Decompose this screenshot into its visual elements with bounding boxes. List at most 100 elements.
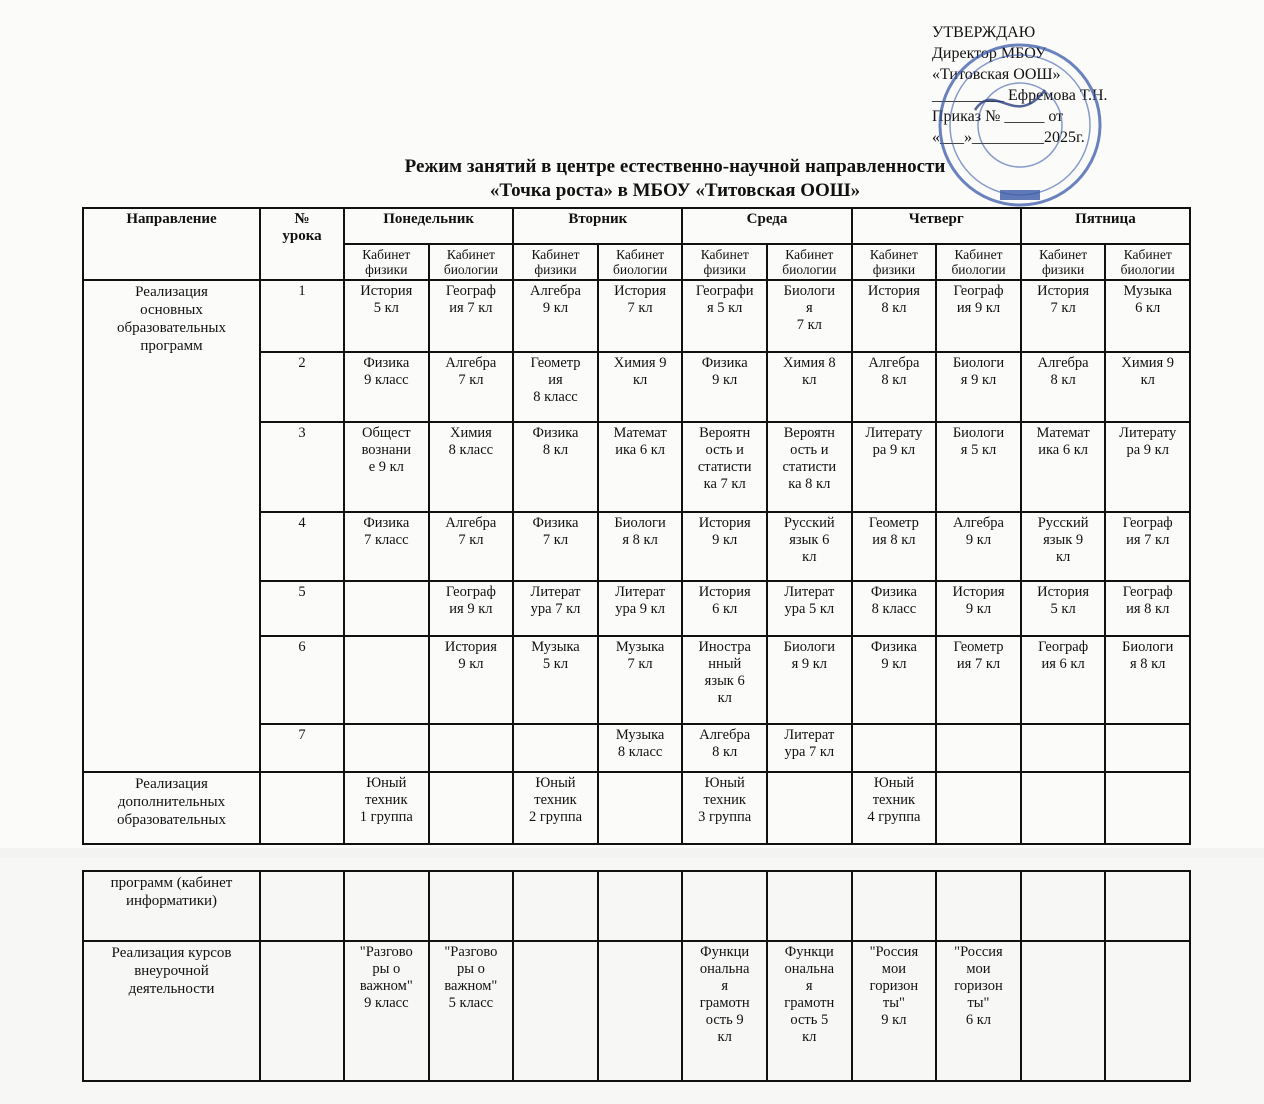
schedule-cell: Биологи я 9 кл [766,635,853,725]
approval-heading: УТВЕРЖДАЮ [932,24,1036,41]
header-day: Понедельник [342,207,515,245]
schedule-cell: Физика 9 кл [850,635,938,725]
header-day: Четверг [850,207,1022,245]
header-room-physics: Кабинет физики [1019,243,1107,281]
header-room-physics: Кабинет физики [343,243,430,281]
schedule-cell: Химия 9 кл [596,351,684,423]
schedule-cell [512,870,599,942]
schedule-cell [1104,723,1191,773]
lesson-number: 7 [259,723,345,773]
header-direction: Направление [82,207,261,281]
schedule-cell: История 5 кл [1019,580,1107,637]
direction-label: Реализация курсов внеурочной деятельност… [82,940,261,1082]
schedule-cell: Физика 7 кл [512,511,599,582]
lesson-number [259,940,345,1082]
schedule-cell [596,771,684,845]
additional-programs-row: Реализация дополнительных образовательны… [82,771,1191,845]
schedule-cell: Литерату ра 9 кл [850,421,938,513]
schedule-cell: Литерат ура 7 кл [766,723,853,773]
schedule-cell: Биологи я 8 кл [596,511,684,582]
lesson-number [259,870,345,942]
schedule-cell [343,635,430,725]
schedule-cell: Географ ия 9 кл [427,580,515,637]
schedule-cell: Математ ика 6 кл [1019,421,1107,513]
schedule-cell [596,940,684,1082]
schedule-table-continued: программ (кабинет информатики) Реализация… [82,870,1191,1082]
schedule-cell: Юный техник 1 группа [343,771,430,845]
header-room-biology: Кабинет биологии [935,243,1022,281]
schedule-cell [935,723,1022,773]
lesson-row: 5 Географ ия 9 кл Литерат ура 7 кл Литерат … [83,580,1191,637]
header-room-physics: Кабинет физики [512,243,599,281]
schedule-cell: Литерат ура 9 кл [596,580,684,637]
schedule-cell: Функци ональна я грамотн ость 5 кл [765,940,853,1082]
lesson-row: 6 История 9 кл Музыка 5 кл Музыка 7 кл Иност… [83,635,1191,725]
header-room-physics: Кабинет физики [681,243,768,281]
schedule-cell: Алгебра 8 кл [850,351,938,423]
title-line-2: «Точка роста» в МБОУ «Титовская ООШ» [489,180,861,201]
schedule-cell [427,771,515,845]
schedule-cell: Биологи я 5 кл [935,421,1022,513]
schedule-cell: Физика 7 класс [343,511,430,582]
header-room-biology: Кабинет биологии [1104,243,1191,281]
direction-label: Реализация дополнительных образовательны… [82,771,261,845]
direction-main-programs: Реализация основных образовательных прог… [82,279,261,773]
schedule-cell: "Россия мои горизон ты" 6 кл [935,940,1022,1082]
schedule-cell [935,771,1022,845]
schedule-cell: Химия 8 кл [766,351,853,423]
lesson-number: 2 [259,351,345,423]
schedule-cell: Юный техник 2 группа [512,771,599,845]
lesson-number: 3 [259,421,345,513]
schedule-cell [1019,870,1107,942]
schedule-cell: Литерат ура 7 кл [512,580,599,637]
header-row-rooms: Кабинет физики Кабинет биологии Кабинет фи… [83,243,1191,281]
schedule-cell: История 5 кл [343,279,430,353]
schedule-cell [1104,771,1191,845]
header-lesson-number: № урока [259,207,345,281]
header-day: Вторник [512,207,684,245]
lesson-number: 4 [259,511,345,582]
schedule-cell: Иностра нный язык 6 кл [681,635,768,725]
schedule-cell: История 6 кл [681,580,768,637]
header-row-days: Направление № урока Понедельник Вторник Ср… [82,207,1192,281]
schedule-cell: Вероятн ость и статисти ка 7 кл [681,421,768,513]
approval-order: Приказ № _____ от [932,108,1064,125]
schedule-cell: История 9 кл [427,635,515,725]
schedule-cell: Музыка 6 кл [1104,279,1191,353]
schedule-cell: Географ ия 7 кл [427,279,515,353]
schedule-cell: Литерату ра 9 кл [1104,421,1191,513]
schedule-cell: "Разгово ры о важном" 9 класс [343,940,430,1082]
schedule-cell [427,723,515,773]
schedule-cell: Математ ика 6 кл [596,421,684,513]
schedule-cell: Музыка 7 кл [596,635,684,725]
lesson-number [259,771,345,845]
extracurricular-row: Реализация курсов внеурочной деятельност… [82,940,1191,1082]
lesson-number: 5 [259,580,345,637]
schedule-cell: "Россия мои горизон ты" 9 кл [850,940,938,1082]
schedule-cell [1104,870,1191,942]
schedule-cell: Общест вознани е 9 кл [343,421,430,513]
additional-programs-row-continued: программ (кабинет информатики) [82,870,1191,942]
schedule-cell [850,723,938,773]
schedule-cell [1019,940,1107,1082]
schedule-cell [512,723,599,773]
schedule-table: Направление № урока Понедельник Вторник Ср… [82,207,1192,845]
schedule-cell: История 9 кл [935,580,1022,637]
schedule-cell: "Разгово ры о важном" 5 класс [427,940,515,1082]
schedule-cell [343,723,430,773]
schedule-cell [765,870,853,942]
schedule-cell: Алгебра 7 кл [427,511,515,582]
schedule-cell: Географ ия 8 кл [1104,580,1191,637]
schedule-cell: Биологи я 8 кл [1104,635,1191,725]
schedule-cell: Химия 9 кл [1104,351,1191,423]
schedule-cell: Физика 9 класс [343,351,430,423]
approval-date: «___»_________2025г. [932,129,1085,146]
schedule-cell: Русский язык 9 кл [1019,511,1107,582]
schedule-cell: Музыка 5 кл [512,635,599,725]
schedule-cell [681,870,768,942]
schedule-cell [850,870,938,942]
schedule-cell: Географ ия 6 кл [1019,635,1107,725]
lesson-number: 1 [259,279,345,353]
schedule-cell [343,870,430,942]
header-room-biology: Кабинет биологии [427,243,515,281]
